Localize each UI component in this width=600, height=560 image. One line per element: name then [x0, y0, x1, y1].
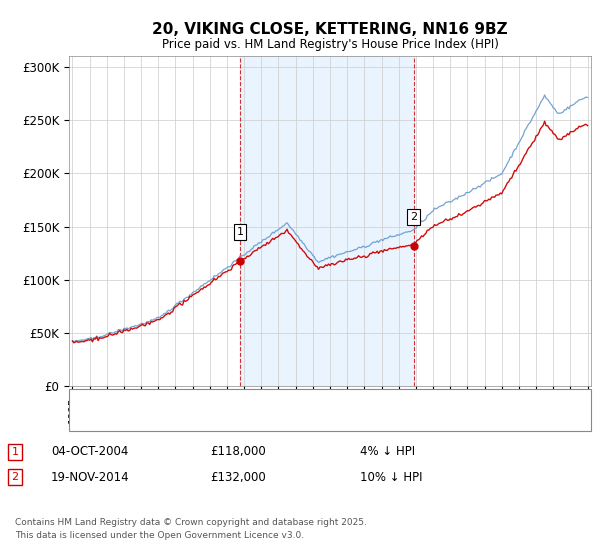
Text: HPI: Average price, semi-detached house, North Northamptonshire: HPI: Average price, semi-detached house,…: [114, 414, 463, 424]
Text: 04-OCT-2004: 04-OCT-2004: [51, 445, 128, 459]
Text: This data is licensed under the Open Government Licence v3.0.: This data is licensed under the Open Gov…: [15, 531, 304, 540]
Text: 1: 1: [11, 447, 19, 457]
Text: 10% ↓ HPI: 10% ↓ HPI: [360, 470, 422, 484]
Text: 20, VIKING CLOSE, KETTERING, NN16 9BZ: 20, VIKING CLOSE, KETTERING, NN16 9BZ: [152, 22, 508, 38]
Text: 1: 1: [236, 227, 244, 237]
Text: Contains HM Land Registry data © Crown copyright and database right 2025.: Contains HM Land Registry data © Crown c…: [15, 519, 367, 528]
Text: £118,000: £118,000: [210, 445, 266, 459]
Text: 2: 2: [11, 472, 19, 482]
Text: 20, VIKING CLOSE, KETTERING, NN16 9BZ (semi-detached house): 20, VIKING CLOSE, KETTERING, NN16 9BZ (s…: [114, 396, 455, 406]
Text: 2: 2: [410, 212, 418, 222]
Text: Price paid vs. HM Land Registry's House Price Index (HPI): Price paid vs. HM Land Registry's House …: [161, 38, 499, 51]
Text: £132,000: £132,000: [210, 470, 266, 484]
Text: 4% ↓ HPI: 4% ↓ HPI: [360, 445, 415, 459]
Bar: [240, 56, 414, 386]
Text: 19-NOV-2014: 19-NOV-2014: [51, 470, 130, 484]
